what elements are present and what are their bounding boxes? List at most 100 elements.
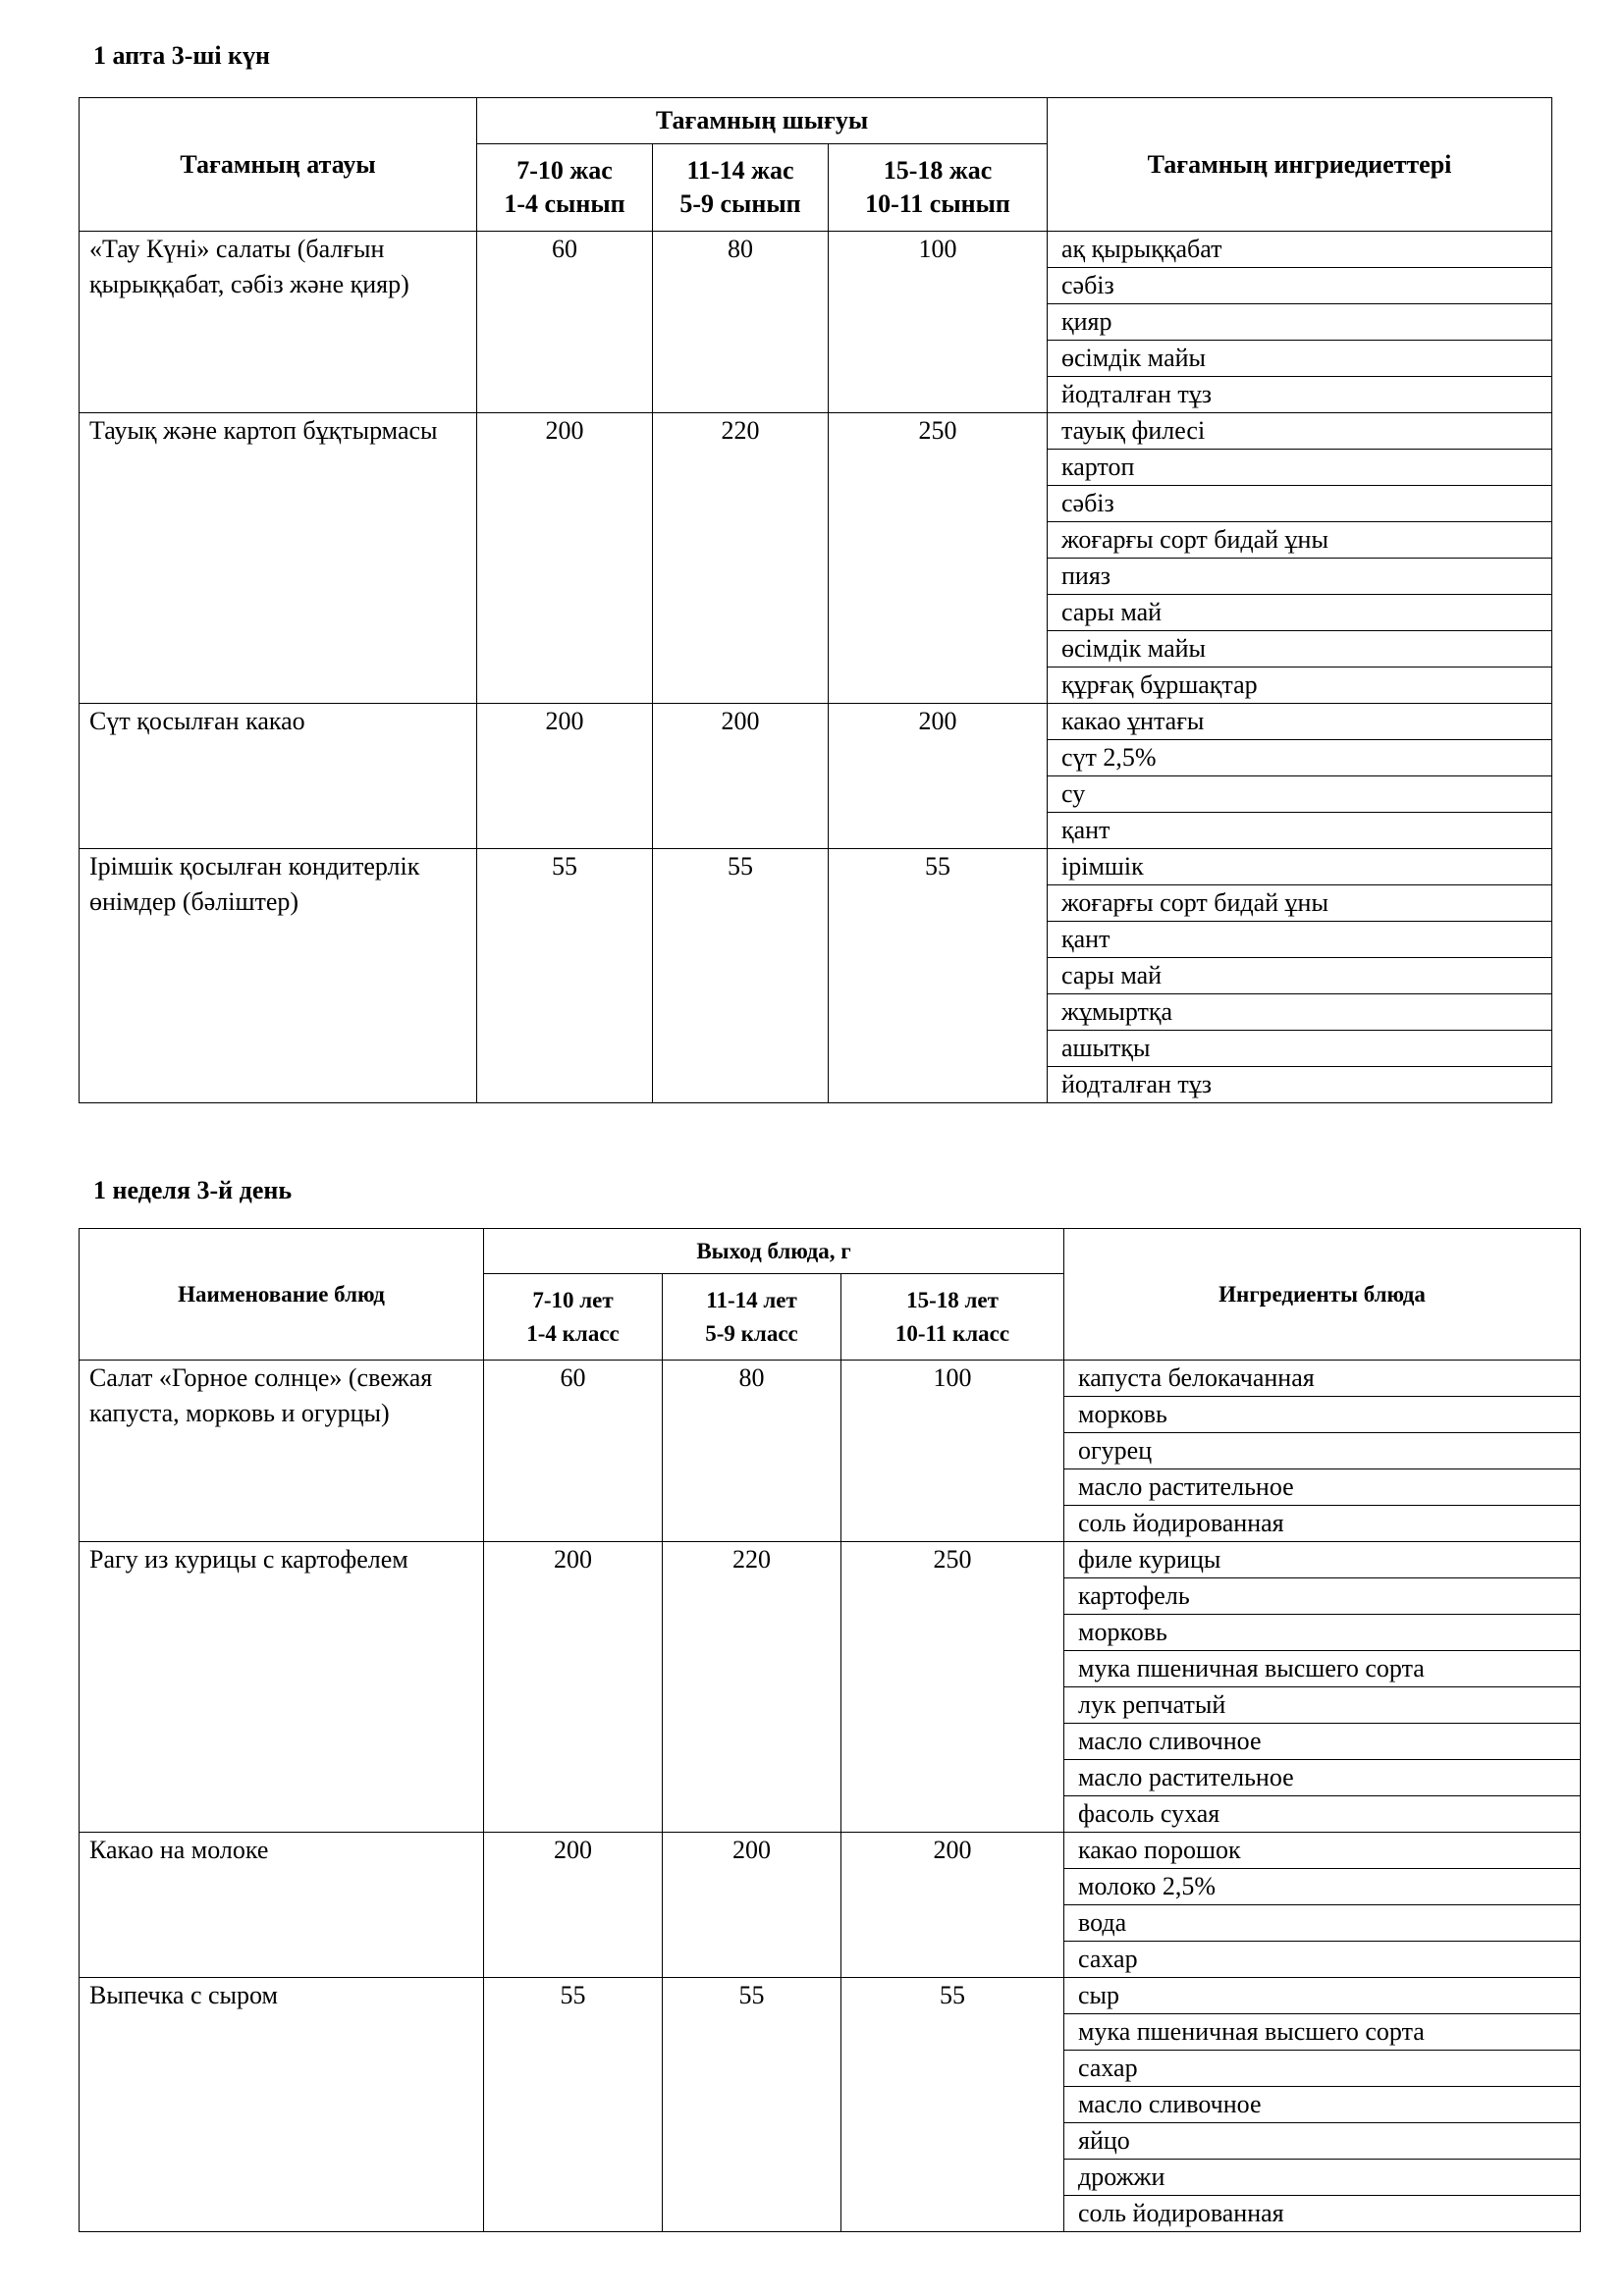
ingredient: қант (1047, 812, 1552, 849)
ingredient: мука пшеничная высшего сорта (1063, 2013, 1581, 2051)
ingredient: вода (1063, 1904, 1581, 1942)
ingredient: картоп (1047, 449, 1552, 486)
header-age: 7-10 жас 1-4 сынып (476, 143, 653, 232)
header-name: Тағамның атауы (79, 97, 477, 232)
table-row: Салат «Горное солнце» (свежая капуста, м… (79, 1360, 1581, 1542)
ingredient: масло растительное (1063, 1759, 1581, 1796)
ingredient: яйцо (1063, 2122, 1581, 2160)
header-age-line: 11-14 жас (686, 156, 794, 185)
dish-amount: 200 (828, 703, 1048, 849)
section-title: 1 апта 3-ші күн (93, 41, 271, 70)
ingredient: сары май (1047, 957, 1552, 994)
header-output: Тағамның шығуы (476, 97, 1048, 144)
table-row: йодталған тұз (80, 376, 1552, 413)
ingredient: какао порошок (1063, 1832, 1581, 1869)
ingredient: құрғақ бұршақтар (1047, 667, 1552, 704)
dish-amount: 80 (662, 1360, 841, 1542)
table-row: сәбіз (80, 485, 1552, 522)
dish-name: «Тау Күні» салаты (балғын қырыққабат, сә… (79, 231, 477, 413)
ingredient: морковь (1063, 1614, 1581, 1651)
table-row: Ірімшік қосылған кондитерлік өнімдер (бә… (79, 848, 1552, 1103)
header-output: Выход блюда, г (483, 1228, 1064, 1274)
header-age-line: 10-11 сынып (865, 189, 1010, 218)
dish-amount: 60 (483, 1360, 663, 1542)
table-row: соль йодированная (80, 2195, 1581, 2232)
ingredient: морковь (1063, 1396, 1581, 1433)
dish-amount: 55 (662, 1977, 841, 2232)
ingredient: соль йодированная (1063, 2195, 1581, 2232)
ingredient: өсімдік майы (1047, 340, 1552, 377)
ingredient: тауық филесі (1047, 412, 1552, 450)
table-row: сәбіз (80, 267, 1552, 304)
dish-amount: 55 (840, 1977, 1064, 2232)
ingredient: мука пшеничная высшего сорта (1063, 1650, 1581, 1687)
header-ingredients: Тағамның ингриедиеттері (1047, 97, 1552, 232)
dish-name: Сүт қосылған какао (79, 703, 477, 849)
ingredient: сыр (1063, 1977, 1581, 2014)
dish-amount: 200 (476, 412, 653, 704)
dish-amount: 55 (652, 848, 829, 1103)
dish-amount: 200 (483, 1541, 663, 1833)
table-row: су (80, 775, 1552, 813)
table-row: молоко 2,5% (80, 1868, 1581, 1905)
table-row: Выпечка с сыром 55 55 55 сыр (79, 1977, 1581, 2232)
header-age: 15-18 лет 10-11 класс (840, 1273, 1064, 1361)
table-row: Какао на молоке 200 200 200 какао порошок (79, 1832, 1581, 1978)
table-row: қант (80, 812, 1552, 849)
ingredient: ақ қырыққабат (1047, 231, 1552, 268)
dish-amount: 220 (662, 1541, 841, 1833)
ingredient: картофель (1063, 1577, 1581, 1615)
dish-name: Салат «Горное солнце» (свежая капуста, м… (79, 1360, 484, 1542)
dish-amount: 200 (652, 703, 829, 849)
dish-amount: 250 (828, 412, 1048, 704)
table-row: «Тау Күні» салаты (балғын қырыққабат, сә… (79, 231, 1552, 413)
table-row: картофель (80, 1577, 1581, 1615)
table-row: ашытқы (80, 1030, 1552, 1067)
table-row: морковь (80, 1396, 1581, 1433)
ingredient: су (1047, 775, 1552, 813)
ingredient: жұмыртқа (1047, 993, 1552, 1031)
dish-amount: 80 (652, 231, 829, 413)
header-age-line: 7-10 жас (516, 156, 613, 185)
ingredient: сүт 2,5% (1047, 739, 1552, 776)
table-row: жоғарғы сорт бидай ұны (80, 884, 1552, 922)
ingredient: йодталған тұз (1047, 376, 1552, 413)
ingredient: соль йодированная (1063, 1505, 1581, 1542)
header-age: 15-18 жас 10-11 сынып (828, 143, 1048, 232)
dish-name: Какао на молоке (79, 1832, 484, 1978)
ingredient: пияз (1047, 558, 1552, 595)
ingredient: йодталған тұз (1047, 1066, 1552, 1103)
table-row: құрғақ бұршақтар (80, 667, 1552, 704)
ingredient: қияр (1047, 303, 1552, 341)
dish-name: Выпечка с сыром (79, 1977, 484, 2232)
dish-amount: 55 (828, 848, 1048, 1103)
ingredient: өсімдік майы (1047, 630, 1552, 667)
table-row: дрожжи (80, 2159, 1581, 2196)
table-row: өсімдік майы (80, 340, 1552, 377)
table-row: йодталған тұз (80, 1066, 1552, 1103)
header-age: 11-14 лет 5-9 класс (662, 1273, 841, 1361)
table-row: мука пшеничная высшего сорта (80, 1650, 1581, 1687)
ingredient: дрожжи (1063, 2159, 1581, 2196)
table-row: соль йодированная (80, 1505, 1581, 1542)
ingredient: фасоль сухая (1063, 1795, 1581, 1833)
ingredient: жоғарғы сорт бидай ұны (1047, 521, 1552, 559)
ingredient: молоко 2,5% (1063, 1868, 1581, 1905)
ingredient: сәбіз (1047, 267, 1552, 304)
dish-amount: 250 (840, 1541, 1064, 1833)
dish-amount: 100 (840, 1360, 1064, 1542)
table-row: масло сливочное (80, 1723, 1581, 1760)
header-age-line: 1-4 класс (526, 1320, 620, 1346)
ingredient: капуста белокачанная (1063, 1360, 1581, 1397)
dish-amount: 100 (828, 231, 1048, 413)
ingredient: масло сливочное (1063, 2086, 1581, 2123)
header-ingredients: Ингредиенты блюда (1063, 1228, 1581, 1361)
menu-table: Наименование блюд Выход блюда, г Ингредиен… (79, 1228, 1581, 2232)
header-age-line: 11-14 лет (706, 1287, 797, 1312)
header-row: Тағамның атауы Тағамның шығуы Тағамның инг… (79, 97, 1552, 232)
ingredient: лук репчатый (1063, 1686, 1581, 1724)
header-age-line: 5-9 сынып (679, 189, 801, 218)
table-row: Рагу из курицы с картофелем 200 220 250 филе… (79, 1541, 1581, 1833)
dish-name: Ірімшік қосылған кондитерлік өнімдер (бә… (79, 848, 477, 1103)
